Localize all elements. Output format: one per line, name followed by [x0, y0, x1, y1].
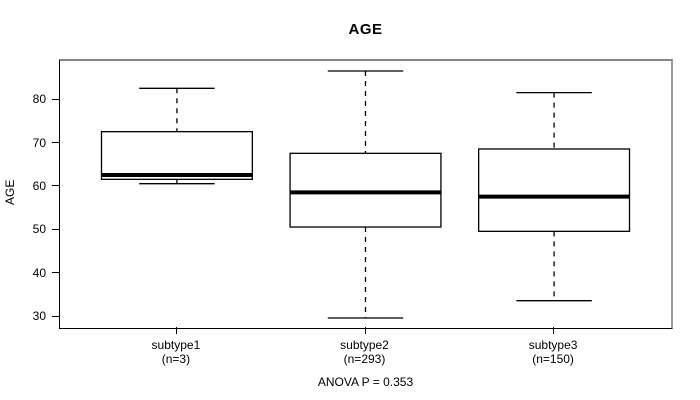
iqr-box-subtype1: [100, 131, 254, 180]
y-tick: [52, 315, 59, 317]
boxplot-group-subtype1: [100, 87, 254, 185]
iqr-box-subtype3: [477, 148, 631, 232]
boxplot-canvas: [100, 70, 631, 319]
x-tick: [553, 327, 555, 334]
y-tick-label: 70: [32, 135, 46, 150]
y-tick-label: 60: [32, 178, 46, 193]
group-count: (n=3): [161, 352, 191, 366]
chart-title: AGE: [348, 21, 383, 38]
boxplot-group-subtype2: [289, 70, 442, 319]
boxplot-group-subtype3: [477, 91, 631, 302]
x-group-label-subtype3: subtype3 (n=150): [483, 338, 623, 366]
x-tick: [364, 327, 366, 334]
y-tick-label: 80: [32, 92, 46, 107]
plot-area: [59, 59, 673, 329]
iqr-box-subtype2: [289, 152, 442, 228]
group-name: subtype1: [151, 338, 201, 352]
y-tick: [52, 98, 59, 100]
y-tick: [52, 142, 59, 144]
x-tick: [175, 327, 177, 334]
y-tick: [52, 228, 59, 230]
y-tick: [52, 185, 59, 187]
anova-annotation: ANOVA P = 0.353: [317, 375, 414, 389]
group-count: (n=150): [532, 352, 574, 366]
x-group-label-subtype2: subtype2 (n=293): [295, 338, 435, 366]
group-name: subtype2: [340, 338, 389, 352]
x-group-label-subtype1: subtype1 (n=3): [106, 338, 246, 366]
y-tick-label: 30: [32, 309, 46, 324]
group-count: (n=293): [343, 352, 386, 366]
y-tick: [52, 272, 59, 274]
y-tick-label: 40: [32, 265, 46, 280]
group-name: subtype3: [528, 338, 578, 352]
y-tick-label: 50: [32, 222, 46, 237]
